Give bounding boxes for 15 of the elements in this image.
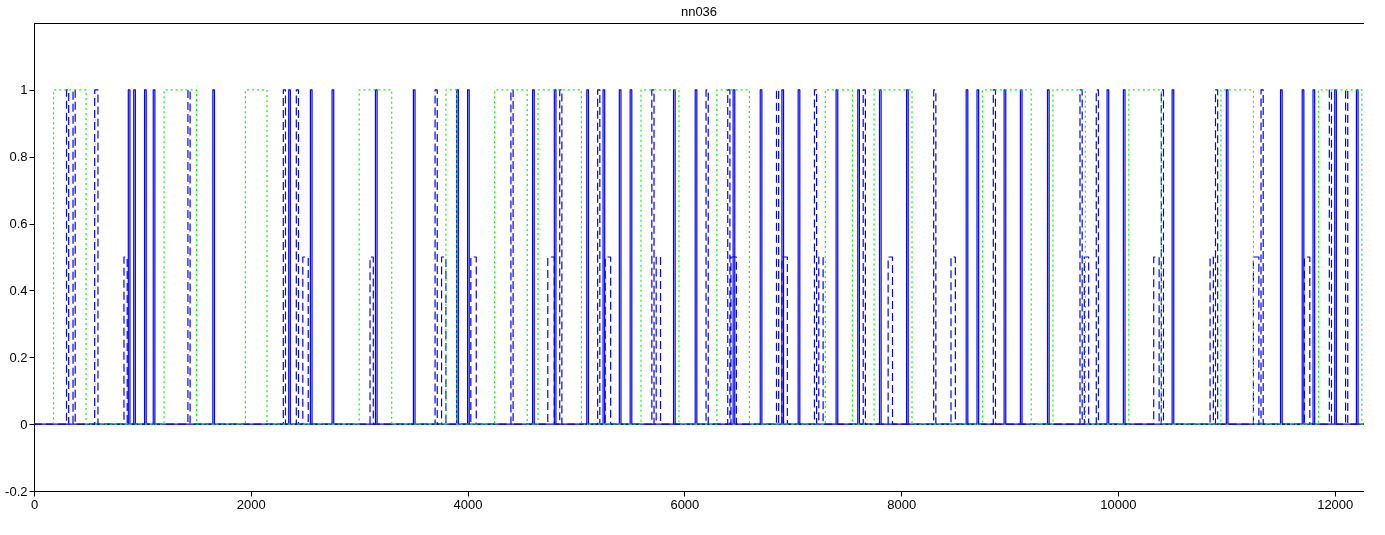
- x-tick-label: 8000: [887, 496, 917, 512]
- chart-title: nn036: [680, 4, 718, 19]
- y-tick-label: -0.2: [5, 483, 28, 499]
- x-tick-label: 6000: [670, 496, 700, 512]
- y-tick-label: 0.8: [9, 149, 28, 165]
- x-tick-label: 10000: [1100, 496, 1137, 512]
- y-tick-label: 1: [20, 82, 28, 98]
- x-tick-label: 0: [30, 496, 39, 512]
- y-tick-label: 0.6: [9, 216, 28, 232]
- y-tick-label: 0.4: [9, 282, 28, 298]
- x-tick-label: 4000: [453, 496, 483, 512]
- x-tick-label: 2000: [236, 496, 266, 512]
- y-tick-label: 0: [20, 416, 28, 432]
- x-tick-label: 12000: [1317, 496, 1354, 512]
- y-tick-label: 0.2: [9, 349, 28, 365]
